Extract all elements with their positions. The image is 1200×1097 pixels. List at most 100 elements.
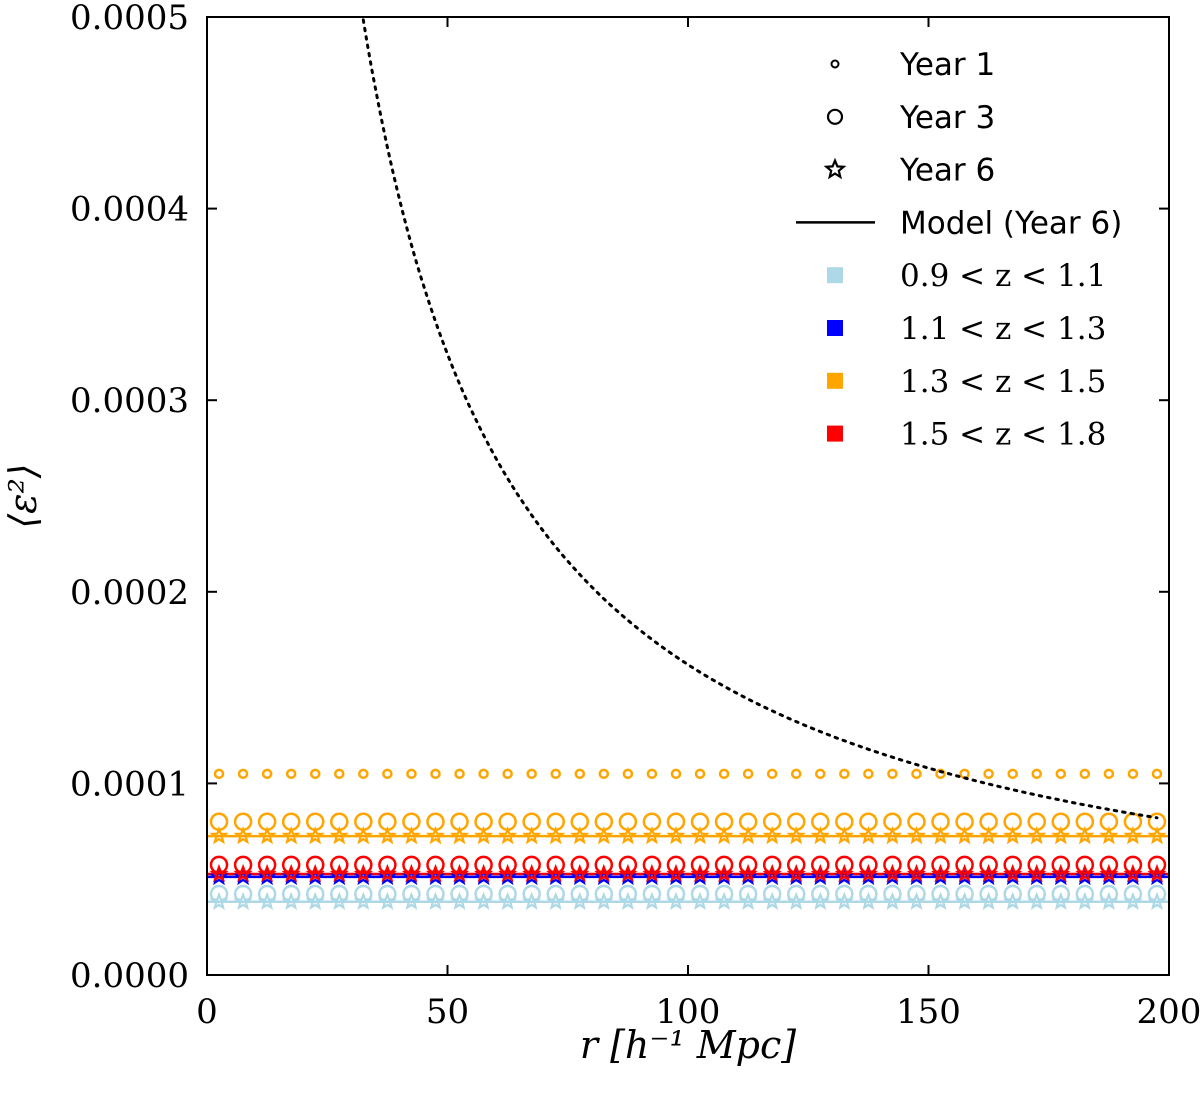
year6-point: [305, 826, 325, 845]
legend-color-swatch: [827, 425, 843, 442]
year1-point: [1007, 768, 1018, 780]
year3-point: [690, 884, 710, 904]
x-tick-label: 150: [896, 992, 961, 1032]
year6-point: [1099, 826, 1119, 845]
year6-point: [570, 826, 590, 845]
year3-point: [1099, 855, 1119, 875]
year1-point: [839, 768, 850, 780]
year3-point: [1075, 884, 1095, 904]
year3-point: [979, 855, 998, 875]
year1-point: [309, 768, 321, 780]
year6-point: [425, 826, 446, 845]
year3-point: [1027, 855, 1046, 875]
year3-point: [450, 884, 469, 904]
year6-point: [738, 826, 758, 845]
year6-point: [233, 863, 253, 883]
year3-point: [522, 884, 541, 904]
year6-point: [906, 891, 927, 911]
year6-point: [858, 826, 878, 845]
year6-point: [474, 863, 494, 883]
year3-point: [233, 884, 253, 904]
legend-year6-marker: [823, 157, 847, 180]
year3-point: [281, 855, 301, 875]
year6-point: [954, 826, 975, 845]
year3-point: [474, 855, 493, 875]
year6-point: [329, 826, 349, 845]
year3-point: [233, 855, 253, 875]
year3-point: [1147, 855, 1167, 875]
year3-point: [474, 884, 493, 904]
year3-point: [281, 884, 301, 904]
year1-point: [478, 768, 489, 780]
year3-point: [955, 884, 974, 904]
year3-point: [811, 855, 830, 875]
year3-point: [257, 884, 277, 904]
year1-point: [766, 768, 778, 780]
year1-point: [935, 768, 946, 780]
y-tick-label: 0.0002: [70, 573, 189, 613]
year3-point: [305, 884, 325, 904]
x-tick-label: 200: [1137, 992, 1200, 1032]
year6-point: [931, 863, 951, 883]
year6-point: [666, 826, 686, 845]
year3-point: [618, 855, 638, 875]
legend-color-swatch: [827, 372, 843, 389]
year6-point: [353, 863, 373, 883]
year6-point: [882, 863, 902, 883]
year6-point: [1075, 863, 1095, 883]
year6-point: [642, 826, 662, 845]
year6-point: [353, 826, 373, 845]
legend-year3-marker: [826, 108, 844, 125]
year6-point: [546, 863, 566, 883]
year6-point: [450, 863, 470, 883]
year6-point: [666, 863, 686, 883]
x-axis-label: r [h⁻¹ Mpc]: [580, 1023, 796, 1067]
year3-point: [402, 884, 421, 904]
year3-point: [714, 884, 734, 904]
y-tick-label: 0.0003: [70, 381, 189, 421]
year6-point: [834, 891, 854, 911]
year6-point: [786, 863, 806, 883]
year6-point: [786, 891, 806, 911]
year6-point: [1099, 891, 1119, 911]
year3-point: [209, 855, 229, 875]
year6-point: [858, 891, 878, 911]
y-tick-label: 0.0001: [70, 764, 189, 804]
year6-point: [930, 826, 951, 845]
year1-point: [285, 768, 297, 780]
year3-point: [618, 884, 638, 904]
x-tick-label: 0: [196, 992, 218, 1032]
year3-point: [642, 855, 662, 875]
year6-point: [449, 891, 470, 911]
year3-point: [666, 855, 686, 875]
year3-point: [594, 884, 614, 904]
year1-point: [911, 768, 922, 780]
year6-point: [1147, 891, 1167, 911]
year3-point: [402, 855, 421, 875]
year3-point: [1123, 884, 1143, 904]
year6-point: [377, 826, 397, 845]
year3-point: [811, 884, 830, 904]
legend-label: Model (Year 6): [900, 205, 1122, 241]
year3-point: [762, 884, 782, 904]
year3-point: [378, 884, 397, 904]
year1-point: [622, 768, 634, 780]
year3-point: [305, 855, 325, 875]
year1-point: [742, 768, 754, 780]
year3-point: [570, 884, 590, 904]
year6-point: [594, 826, 614, 845]
year6-point: [233, 826, 253, 845]
year3-point: [257, 855, 277, 875]
year3-point: [354, 855, 373, 875]
year3-point: [666, 884, 686, 904]
year6-point: [1051, 826, 1071, 845]
year6-point: [473, 826, 494, 845]
year6-point: [1003, 826, 1023, 845]
year6-point: [979, 891, 999, 911]
year6-point: [546, 826, 566, 845]
year6-point: [401, 863, 421, 883]
year6-point: [1099, 863, 1119, 883]
year6-point: [1123, 863, 1143, 883]
year6-point: [1123, 891, 1143, 911]
year6-point: [377, 863, 397, 883]
